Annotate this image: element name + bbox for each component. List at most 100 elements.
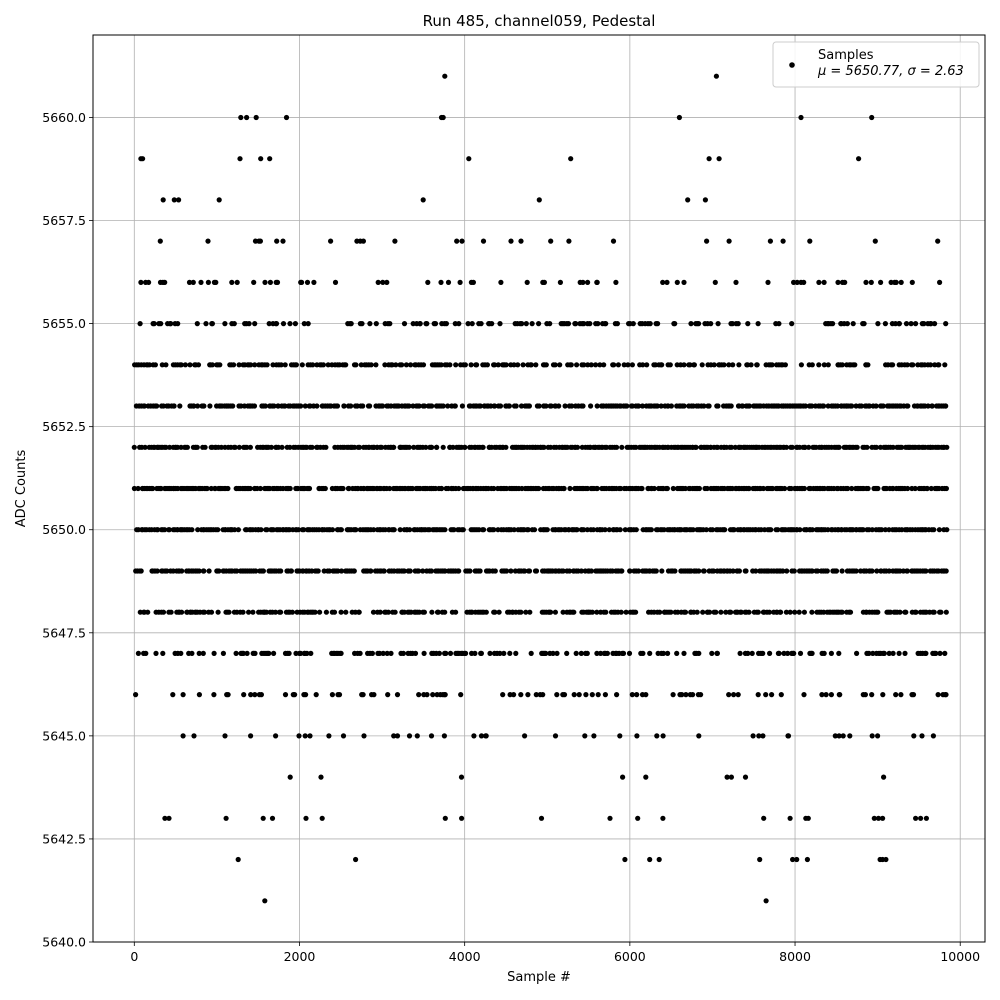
data-point — [552, 362, 558, 368]
data-point — [630, 321, 636, 327]
data-point — [367, 403, 373, 409]
data-point — [613, 279, 619, 285]
data-point — [328, 238, 334, 244]
data-point — [492, 403, 498, 409]
data-point — [420, 362, 427, 368]
data-point — [497, 321, 503, 327]
data-point — [809, 568, 815, 574]
data-point — [407, 527, 413, 533]
data-point — [944, 444, 950, 450]
data-point — [619, 568, 625, 574]
data-point — [289, 609, 295, 615]
data-point — [576, 692, 582, 698]
data-point — [142, 444, 148, 450]
data-point — [301, 527, 307, 533]
data-point — [890, 444, 896, 450]
data-point — [311, 279, 317, 285]
data-point — [384, 279, 390, 285]
data-point — [760, 650, 766, 657]
data-point — [869, 733, 875, 739]
data-point — [251, 279, 257, 285]
data-point — [368, 568, 374, 574]
data-point — [655, 321, 661, 327]
data-point — [659, 568, 665, 574]
data-point — [274, 279, 281, 285]
data-point — [408, 362, 414, 368]
chart-title: Run 485, channel059, Pedestal — [423, 12, 656, 30]
data-point — [643, 774, 649, 780]
data-point — [858, 403, 865, 409]
data-point — [780, 238, 786, 244]
data-point — [195, 527, 201, 533]
data-point — [370, 609, 377, 615]
data-point — [262, 279, 268, 285]
data-point — [890, 362, 896, 368]
data-point — [709, 527, 716, 533]
data-point — [580, 279, 586, 285]
data-point — [743, 568, 749, 574]
data-point — [729, 321, 736, 327]
data-point — [459, 238, 465, 244]
data-point — [253, 568, 259, 574]
data-point — [198, 279, 204, 285]
data-point — [896, 650, 902, 657]
data-point — [283, 114, 290, 121]
data-point — [175, 321, 181, 327]
data-point — [171, 197, 177, 203]
data-point — [882, 527, 889, 533]
data-point — [394, 692, 401, 698]
data-point — [205, 238, 211, 244]
data-point — [518, 609, 524, 615]
data-point — [566, 568, 573, 574]
data-point — [707, 609, 713, 615]
data-point — [508, 238, 514, 244]
data-point — [287, 485, 293, 492]
data-point — [523, 321, 529, 327]
data-point — [379, 444, 385, 450]
y-tick-label: 5657.5 — [42, 213, 86, 228]
data-point — [140, 156, 146, 162]
data-point — [594, 650, 600, 657]
x-tick-label: 8000 — [779, 949, 811, 964]
data-point — [442, 527, 448, 533]
data-point — [587, 321, 593, 327]
data-point — [782, 362, 789, 368]
data-point — [391, 444, 397, 450]
data-point — [452, 403, 458, 409]
data-point — [798, 362, 805, 368]
data-point — [282, 692, 289, 698]
data-point — [544, 527, 550, 533]
data-point — [724, 774, 730, 780]
data-point — [618, 485, 624, 492]
data-point — [406, 444, 412, 450]
data-point — [264, 362, 270, 368]
data-point — [809, 362, 815, 368]
data-point — [526, 403, 533, 409]
data-point — [836, 650, 842, 657]
data-point — [403, 362, 409, 368]
data-point — [875, 485, 881, 492]
data-point — [726, 238, 732, 244]
data-point — [794, 279, 800, 285]
data-point — [194, 444, 200, 450]
data-point — [273, 733, 279, 739]
data-point — [573, 321, 579, 327]
x-tick-label: 4000 — [449, 949, 481, 964]
data-point — [742, 774, 749, 780]
data-point — [416, 403, 422, 409]
data-point — [168, 321, 174, 327]
data-point — [557, 362, 563, 368]
data-point — [815, 568, 821, 574]
data-point — [748, 362, 754, 368]
data-point — [875, 733, 881, 739]
data-point — [313, 692, 319, 698]
data-point — [306, 485, 313, 492]
data-point — [870, 650, 876, 657]
data-point — [761, 815, 767, 821]
data-point — [644, 362, 650, 368]
data-point — [749, 650, 755, 657]
data-point — [244, 444, 250, 450]
data-point — [371, 692, 377, 698]
data-point — [681, 279, 687, 285]
data-point — [623, 609, 629, 615]
